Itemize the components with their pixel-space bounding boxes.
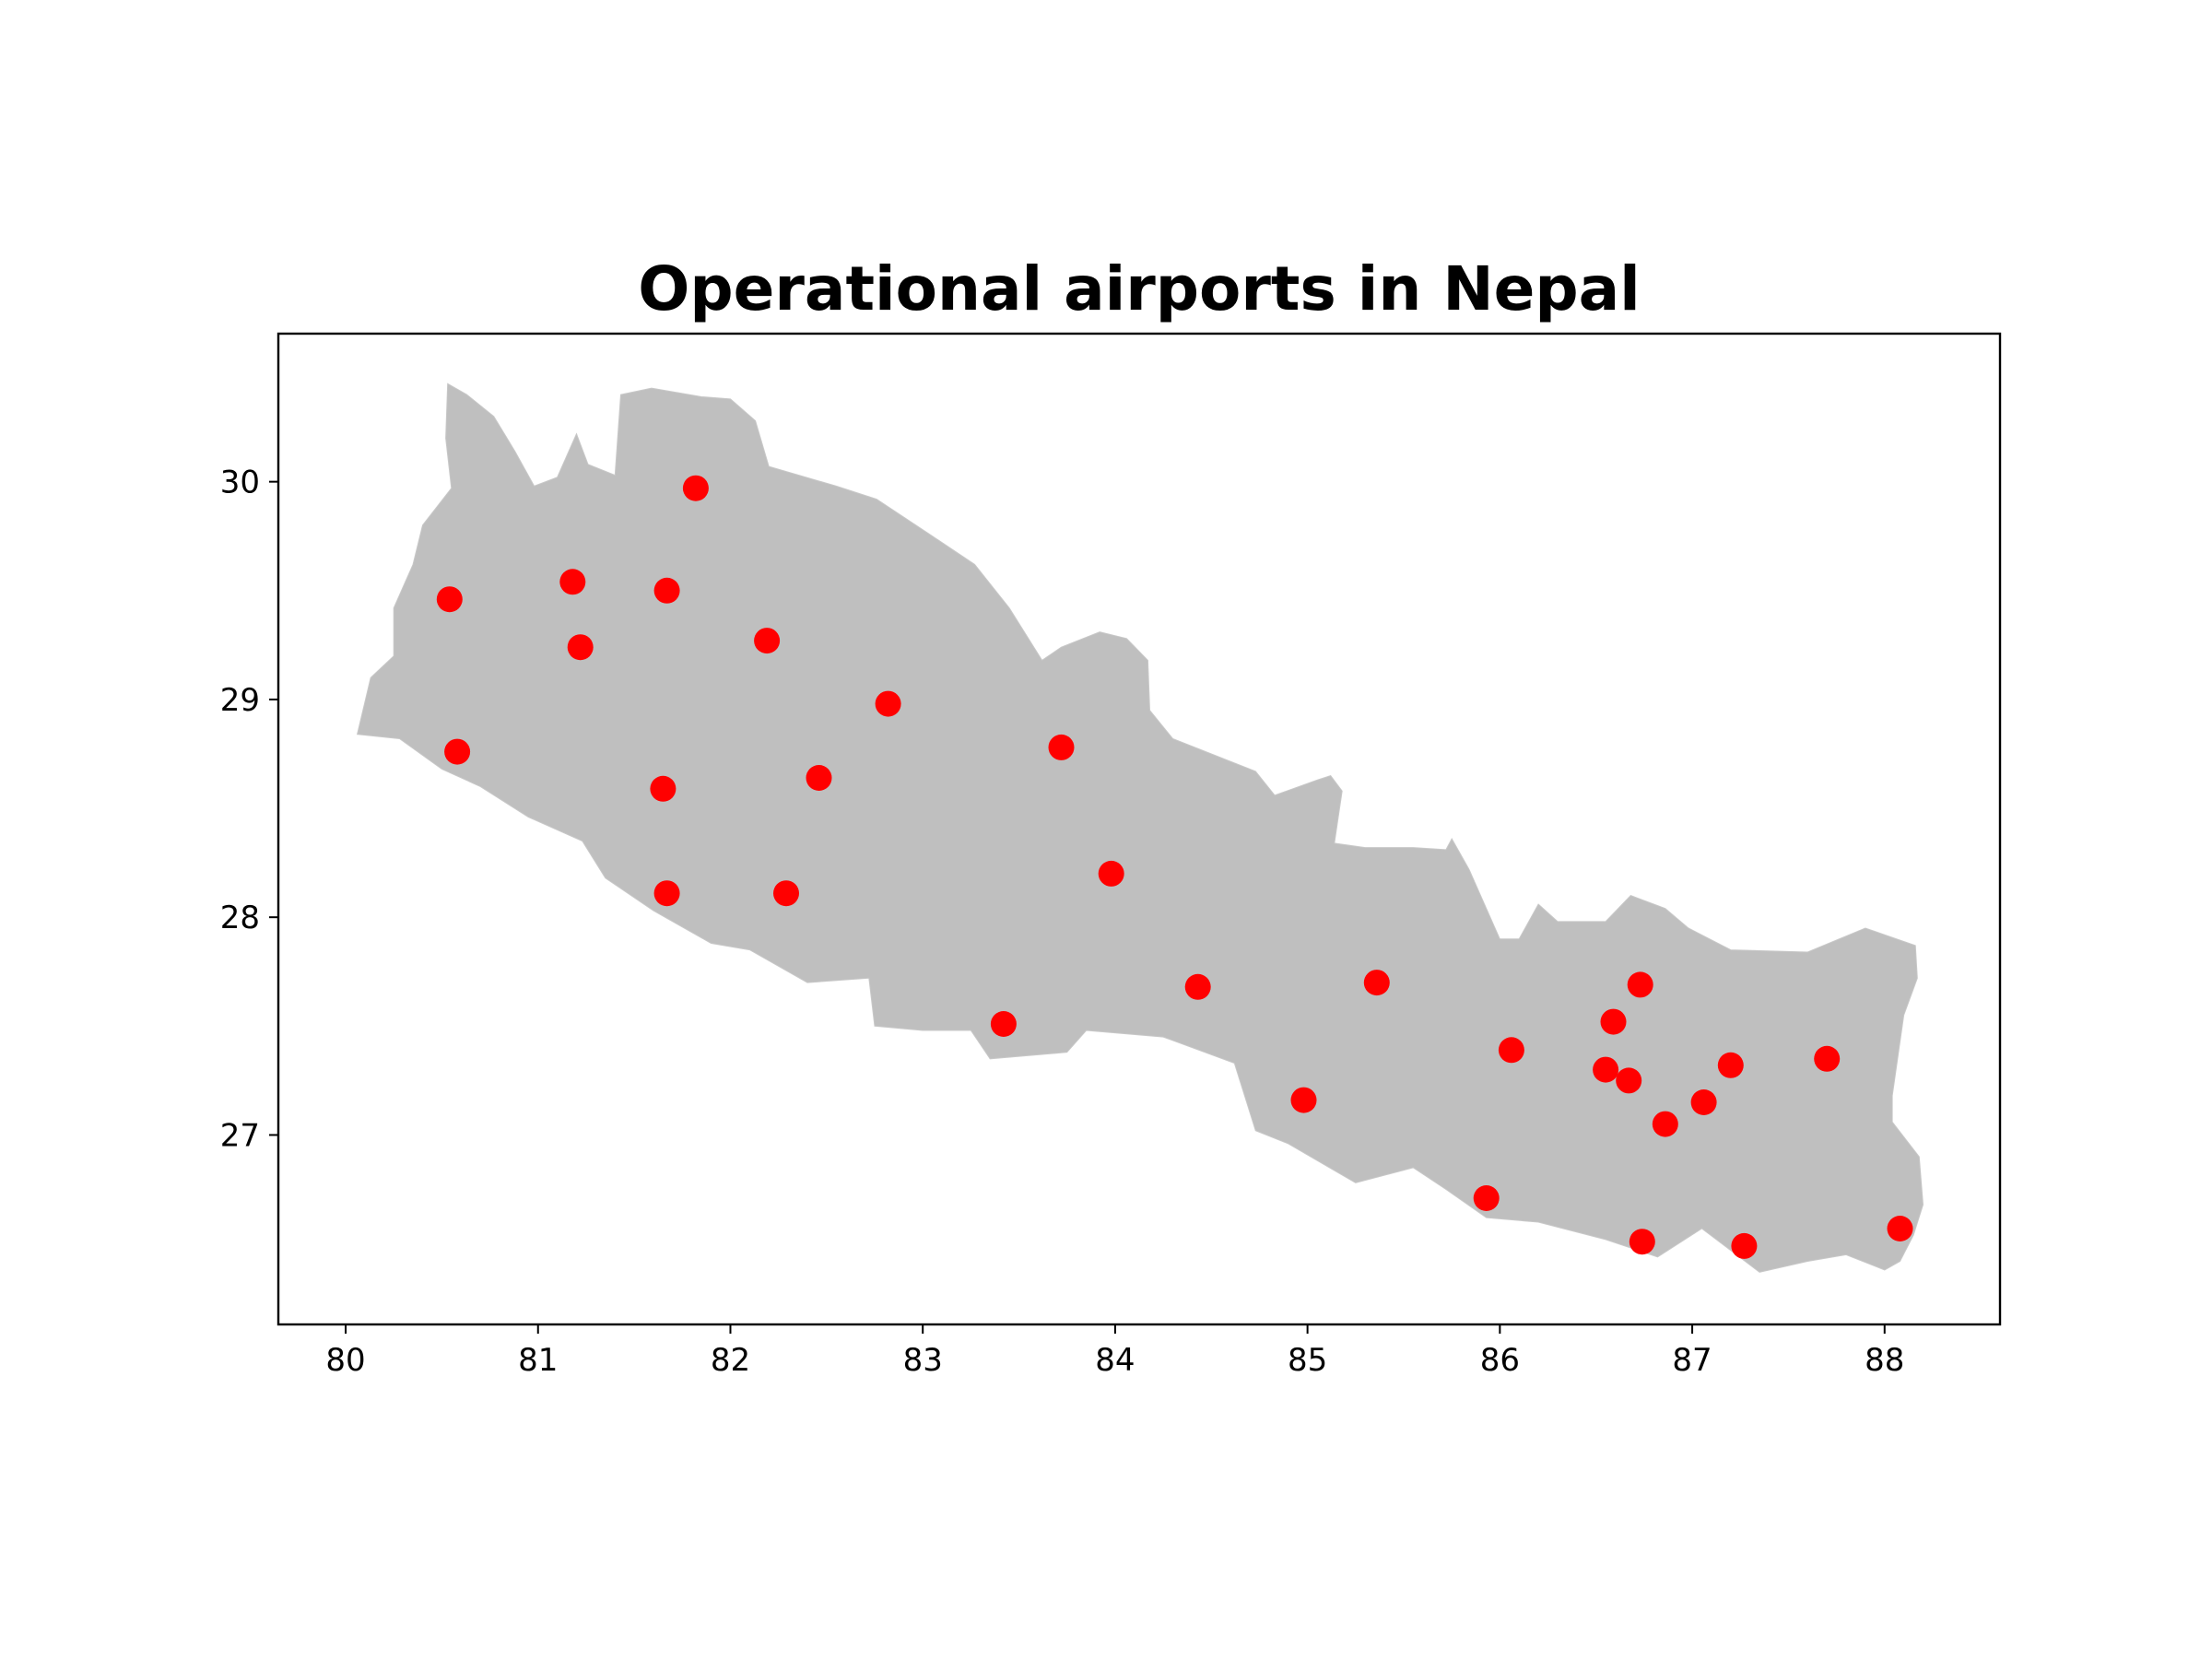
airport-marker [650, 775, 677, 802]
plot-area [276, 332, 2002, 1326]
x-tick-label: 82 [711, 1342, 750, 1379]
y-axis: 27 28 29 30 [220, 465, 278, 1154]
airport-marker [1814, 1045, 1841, 1072]
airport-marker [1731, 1232, 1758, 1259]
airport-marker [806, 765, 832, 791]
airport-marker [1593, 1056, 1619, 1083]
airport-marker [1600, 1008, 1627, 1035]
x-tick-label: 86 [1480, 1342, 1520, 1379]
airport-marker [559, 569, 586, 595]
airport-marker [1690, 1089, 1717, 1115]
airport-marker [1290, 1087, 1317, 1113]
x-tick-label: 80 [325, 1342, 365, 1379]
nepal-map [356, 382, 1924, 1273]
axes-frame [276, 332, 2002, 1326]
airport-marker [653, 880, 680, 907]
nepal-landmass [356, 382, 1924, 1273]
chart-title: Operational airports in Nepal [638, 253, 1641, 324]
airport-marker [653, 577, 680, 604]
x-tick-label: 84 [1095, 1342, 1135, 1379]
airport-marker [682, 475, 709, 501]
airport-marker [754, 628, 781, 654]
airport-marker [436, 586, 463, 613]
airport-marker [1048, 734, 1075, 760]
airport-marker [1887, 1216, 1913, 1241]
airport-marker [875, 690, 901, 717]
airport-marker [444, 738, 471, 765]
x-axis: 80 81 82 83 84 85 86 87 88 [325, 1324, 1904, 1379]
airport-marker [567, 634, 594, 661]
x-tick-label: 83 [903, 1342, 943, 1379]
airport-marker [1627, 971, 1653, 998]
airport-markers [436, 475, 1913, 1259]
airport-marker [1184, 973, 1211, 1000]
x-tick-label: 81 [518, 1342, 558, 1379]
y-tick-label: 28 [220, 900, 260, 936]
airport-marker [1098, 860, 1124, 887]
y-tick-label: 29 [220, 682, 260, 719]
airport-marker [1498, 1037, 1524, 1064]
airport-marker [1363, 970, 1390, 996]
airport-marker [990, 1011, 1017, 1037]
airport-marker [1473, 1185, 1500, 1211]
airport-marker [1717, 1052, 1744, 1078]
airport-marker [1629, 1229, 1655, 1255]
y-tick-label: 30 [220, 465, 260, 501]
airport-marker [773, 880, 799, 907]
x-tick-label: 85 [1288, 1342, 1327, 1379]
airport-marker [1616, 1067, 1642, 1094]
airport-marker [1652, 1111, 1678, 1137]
x-tick-label: 87 [1672, 1342, 1712, 1379]
x-tick-label: 88 [1865, 1342, 1904, 1379]
y-tick-label: 27 [220, 1117, 260, 1154]
